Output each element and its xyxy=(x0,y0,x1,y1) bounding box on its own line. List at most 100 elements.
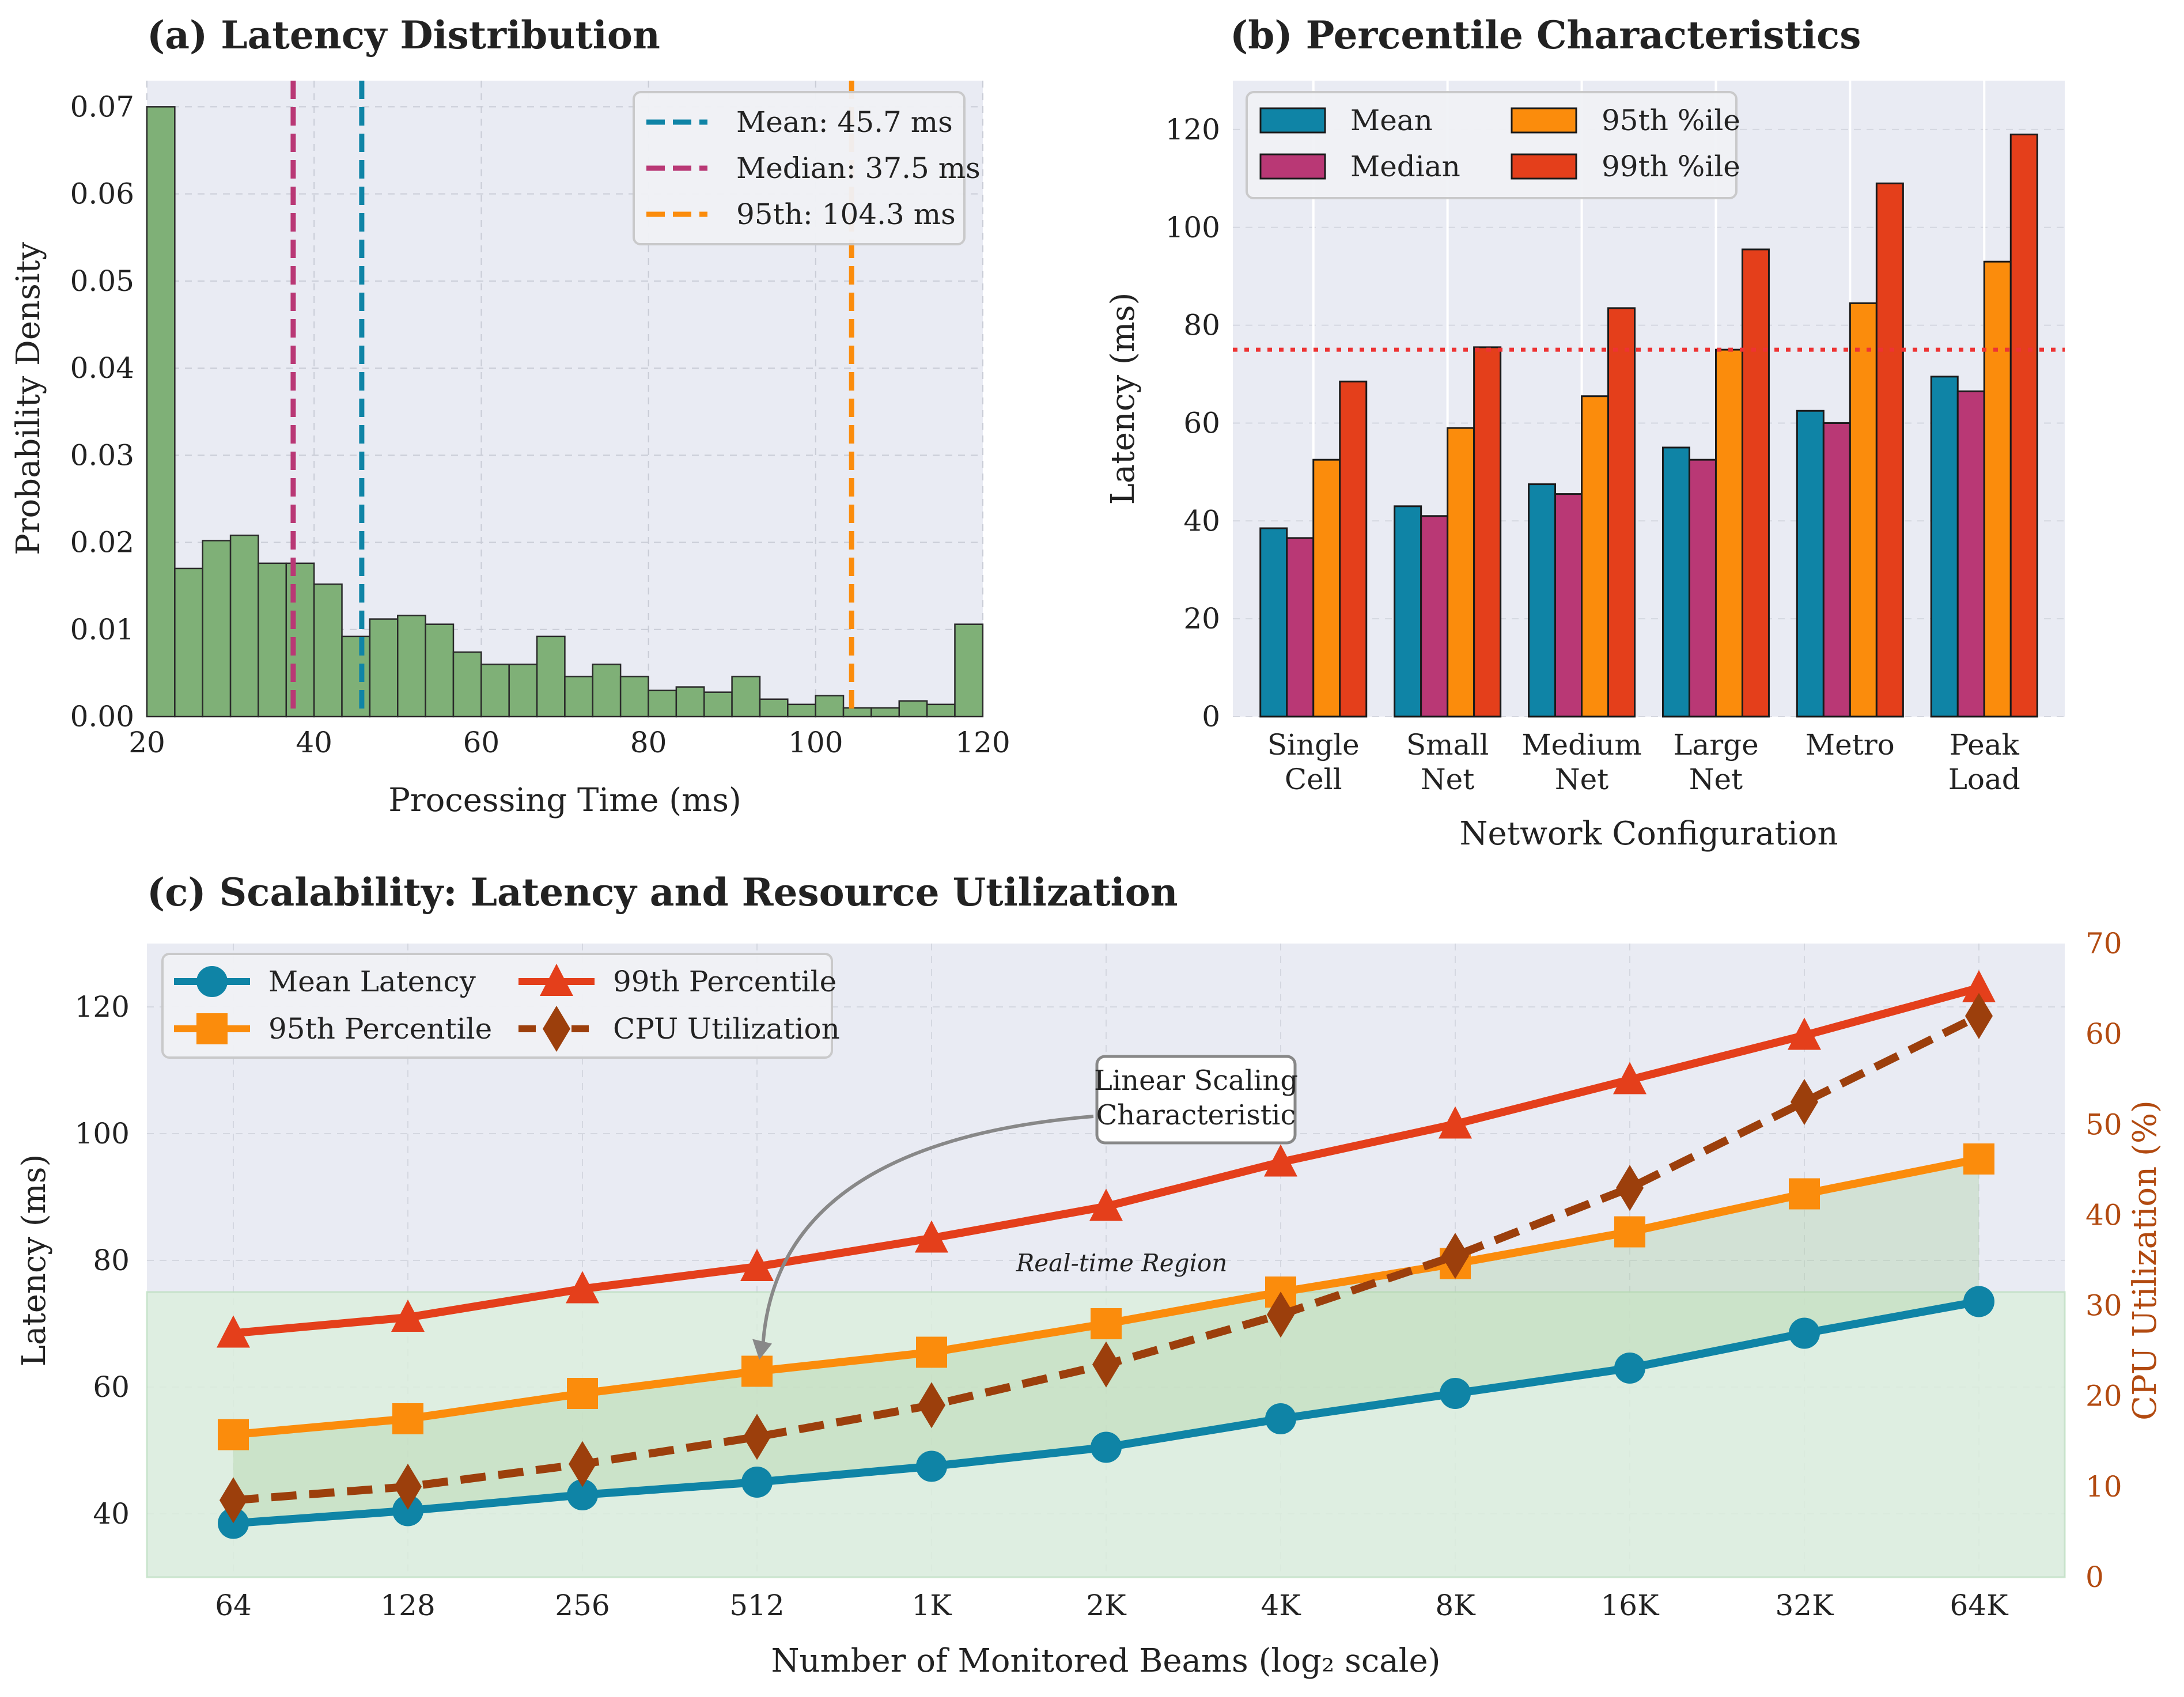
legend-swatch-marker xyxy=(196,1013,228,1044)
histogram-bar xyxy=(258,562,287,718)
bar-mean xyxy=(1259,527,1288,718)
series-point xyxy=(741,1355,773,1387)
series-point xyxy=(1788,1017,1821,1050)
series-point xyxy=(916,1336,947,1368)
series-point xyxy=(743,1414,771,1460)
series-point xyxy=(1962,970,1996,1002)
bar-99th-ile xyxy=(2009,133,2038,718)
bar-mean xyxy=(1661,446,1690,718)
x-tick-label: 64 xyxy=(215,1589,252,1622)
series-point xyxy=(1616,1165,1644,1211)
panel-b-bars xyxy=(1259,133,2038,718)
series-point xyxy=(1613,1062,1646,1094)
histogram-bar xyxy=(870,707,900,718)
series-point xyxy=(1789,1178,1820,1210)
series-point xyxy=(1440,1378,1471,1409)
bar-mean xyxy=(1394,505,1422,718)
histogram-bar xyxy=(397,615,426,718)
y-tick-label: 0.03 xyxy=(70,438,134,472)
panel-a-title: (a) Latency Distribution xyxy=(147,13,660,58)
series-point xyxy=(1265,1403,1296,1434)
y-tick-label: 120 xyxy=(75,990,130,1024)
series-point xyxy=(741,1467,773,1498)
histogram-bar xyxy=(703,691,733,718)
series-point xyxy=(740,1249,774,1281)
annotation-text: Linear Scaling xyxy=(1094,1065,1298,1097)
y-tick-label: 60 xyxy=(1183,406,1220,440)
y2-tick-label: 40 xyxy=(2085,1198,2122,1232)
histogram-bar xyxy=(619,676,649,718)
histogram-bar xyxy=(174,567,203,718)
bar-95th-ile xyxy=(1447,427,1475,718)
panel-a-tick-labels: 20 40 60 80 100 120 0.00 0.01 0.02 0.03 0.04 0.05 0.… xyxy=(70,90,1010,759)
y-tick-label: 0.00 xyxy=(70,700,134,733)
legend-label: 95th %ile xyxy=(1602,104,1740,137)
x-tick-label: Cell xyxy=(1285,763,1342,796)
x-tick-label: 2K xyxy=(1086,1589,1127,1622)
series-point xyxy=(1789,1317,1820,1349)
histogram-bar xyxy=(648,690,677,718)
x-tick-label: 1K xyxy=(911,1589,952,1622)
series-point xyxy=(1089,1188,1123,1221)
series-99th-percentile xyxy=(217,970,1996,1348)
y-tick-label: 80 xyxy=(93,1244,130,1277)
legend-label: Mean: 45.7 ms xyxy=(736,105,953,139)
y2-tick-label: 60 xyxy=(2085,1017,2122,1051)
bar-99th-ile xyxy=(1339,380,1368,718)
panel-c-title: (c) Scalability: Latency and Resource Ut… xyxy=(147,870,1178,915)
series-point xyxy=(1439,1106,1472,1139)
x-tick-label: Net xyxy=(1555,763,1608,796)
histogram-bar xyxy=(675,686,705,718)
y-tick-label: 20 xyxy=(1183,602,1220,635)
panel-c-series xyxy=(217,970,1996,1539)
series-point xyxy=(218,1419,249,1450)
legend-swatch-marker xyxy=(540,964,573,996)
y-tick-label: 100 xyxy=(75,1117,130,1150)
legend-box xyxy=(161,953,833,1059)
bar-mean xyxy=(1930,376,1959,718)
y-tick-label: 0.02 xyxy=(70,526,134,559)
panel-b-legend: Mean Median 95th %ile 99th %ile xyxy=(1246,91,1740,199)
series-point xyxy=(218,1507,249,1539)
panel-a-legend: Mean: 45.7 ms Median: 37.5 ms 95th: 104.3 … xyxy=(633,91,981,245)
series-point xyxy=(1791,1079,1818,1125)
histogram-bar xyxy=(369,618,399,718)
panel-c-scalability: (c) Scalability: Latency and Resource Ut… xyxy=(16,870,2164,1680)
legend-swatch xyxy=(1511,107,1577,134)
bar-median xyxy=(1822,422,1851,718)
panel-b-percentile-characteristics: (b) Percentile Characteristics SingleCel… xyxy=(1104,13,2065,853)
series-point xyxy=(1614,1353,1645,1384)
bar-95th-ile xyxy=(1983,260,2012,718)
histogram-bar xyxy=(480,664,510,718)
panel-b-tick-labels: SingleCellSmallNetMediumNetLargeNetMetro… xyxy=(1165,113,2020,796)
histogram-bar xyxy=(536,635,566,718)
legend-box xyxy=(633,91,966,245)
x-tick-label: 16K xyxy=(1601,1589,1660,1622)
x-tick-label: 256 xyxy=(555,1589,610,1622)
legend-label: 99th %ile xyxy=(1602,150,1740,183)
legend-swatch-marker xyxy=(196,966,228,997)
series-point xyxy=(915,1220,948,1253)
y2-tick-label: 10 xyxy=(2085,1470,2122,1503)
annotation-arrowhead xyxy=(752,1339,772,1360)
histogram-bar xyxy=(564,676,594,718)
series-cpu-utilization xyxy=(219,993,1993,1524)
series-point xyxy=(217,1315,250,1348)
y-tick-label: 40 xyxy=(93,1497,130,1531)
y-tick-label: 40 xyxy=(1183,504,1220,537)
panel-b-x-axis-label: Network Configuration xyxy=(1459,815,1838,853)
y2-tick-label: 20 xyxy=(2085,1380,2122,1413)
legend-swatch xyxy=(1511,153,1577,180)
x-tick-label: 60 xyxy=(463,726,500,759)
series-point xyxy=(1614,1216,1645,1248)
histogram-bar xyxy=(842,707,872,718)
series-point xyxy=(1091,1431,1122,1463)
y-tick-label: 0 xyxy=(1202,700,1220,733)
histogram-bar xyxy=(229,535,259,718)
bar-95th-ile xyxy=(1714,349,1743,718)
x-tick-label: Metro xyxy=(1806,728,1895,762)
histogram-bar xyxy=(452,651,482,718)
x-tick-label: Net xyxy=(1689,763,1743,796)
series-point xyxy=(569,1441,596,1487)
